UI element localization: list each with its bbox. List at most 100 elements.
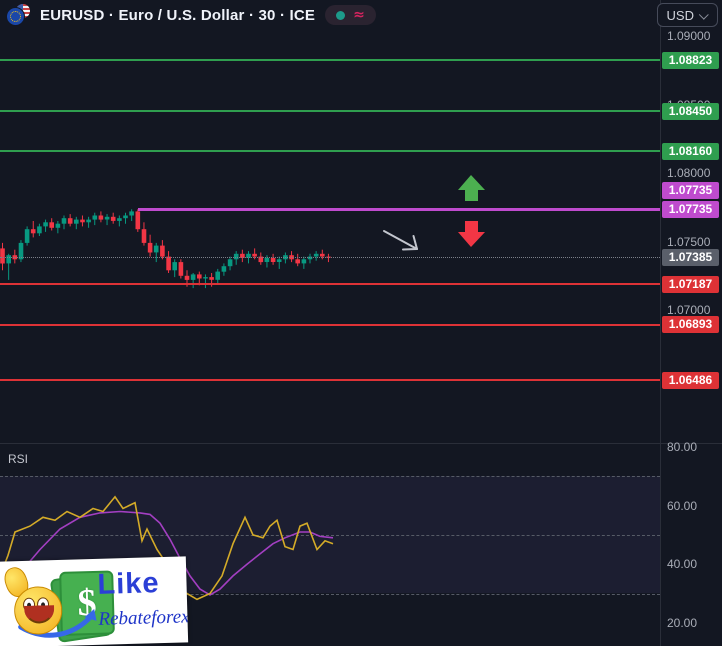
candle-body (147, 242, 153, 253)
rsi-guide-30 (0, 594, 660, 595)
currency-selector-label: USD (666, 7, 694, 23)
price-level-line-1.0845[interactable] (0, 110, 660, 113)
price-level-line-1.0816[interactable] (0, 150, 660, 153)
candle-body (283, 255, 288, 260)
candle-body (227, 259, 233, 267)
eurusd-flags-icon (6, 4, 32, 26)
candle-body (209, 277, 214, 280)
candle-body (55, 223, 61, 228)
rsi-indicator-label[interactable]: RSI (8, 452, 29, 466)
candle-body (326, 256, 331, 258)
candle-body (221, 266, 227, 272)
market-status-pill[interactable]: ≈ (325, 5, 376, 25)
candle-body (320, 253, 325, 257)
price-axis-tick: 1.07000 (667, 303, 711, 317)
candle-body (0, 248, 5, 264)
price-badge-1.07385: 1.07385 (662, 249, 719, 266)
rsi-axis-tick: 60.00 (667, 499, 698, 513)
candle-body (86, 219, 91, 223)
candle-body (276, 259, 282, 262)
watermark-title: Like (97, 567, 160, 601)
rebateforex-watermark: $ Like Rebateforex (0, 556, 189, 646)
candle-body (104, 216, 110, 220)
price-badge-1.07735: 1.07735 (662, 201, 719, 218)
candle-body (49, 222, 54, 228)
candle-body (289, 255, 294, 260)
candle-body (92, 215, 98, 220)
price-level-line-1.06893[interactable] (0, 323, 660, 326)
currency-selector-button[interactable]: USD (656, 3, 718, 27)
drawings-layer (383, 175, 485, 251)
price-badge-1.06893: 1.06893 (662, 316, 719, 333)
hand-drawn-arrow[interactable] (383, 230, 418, 251)
candle-body (252, 253, 257, 257)
candle-body (6, 255, 11, 264)
chevron-down-icon (698, 9, 709, 20)
candle-body (61, 218, 67, 224)
candle-body (313, 253, 319, 257)
pane-divider[interactable] (0, 443, 722, 444)
price-badge-1.06486: 1.06486 (662, 372, 719, 389)
candlestick-chart[interactable] (0, 0, 660, 443)
candle-body (80, 219, 85, 223)
price-level-line-1.07187[interactable] (0, 283, 660, 286)
market-open-dot-icon (336, 10, 346, 20)
candle-body (240, 253, 245, 258)
rsi-axis-tick: 20.00 (667, 616, 698, 630)
price-badge-1.08450: 1.08450 (662, 103, 719, 120)
price-level-line-1.06486[interactable] (0, 379, 660, 382)
candle-body (67, 218, 73, 224)
candle-body (203, 277, 208, 279)
watermark-text: Like Rebateforex (97, 566, 189, 630)
candle-body (24, 229, 30, 243)
price-axis-tick: 1.09000 (667, 29, 711, 43)
up-arrow-marker[interactable] (458, 175, 485, 201)
candle-body (172, 262, 177, 271)
candle-body (233, 253, 239, 260)
price-axis-tick: 1.07500 (667, 235, 711, 249)
candle-body (74, 219, 79, 224)
candle-body (184, 275, 190, 280)
smiley-mouth (24, 605, 55, 624)
candle-body (190, 274, 196, 280)
price-axis-border (660, 0, 661, 646)
current-price-line (0, 257, 660, 259)
candle-body (258, 256, 264, 263)
price-level-line-1.07735[interactable] (138, 207, 660, 211)
price-badge-1.07187: 1.07187 (662, 276, 719, 293)
candle-body (129, 211, 134, 216)
candle-body (166, 256, 171, 271)
delayed-data-icon: ≈ (353, 7, 365, 23)
candle-body (98, 215, 104, 220)
candle-body (30, 229, 36, 234)
rsi-axis-tick: 80.00 (667, 440, 698, 454)
candle-body (12, 255, 18, 260)
symbol-title[interactable]: EURUSD · Euro / U.S. Dollar · 30 · ICE (40, 6, 316, 24)
price-axis-tick: 1.08000 (667, 166, 711, 180)
rsi-guide-50 (0, 535, 660, 536)
price-badge-1.08823: 1.08823 (662, 52, 719, 69)
candle-body (117, 218, 122, 221)
rsi-axis-tick: 40.00 (667, 557, 698, 571)
price-badge-1.08160: 1.08160 (662, 143, 719, 160)
candle-body (110, 216, 116, 221)
candle-body (270, 257, 276, 262)
candle-body (135, 211, 141, 230)
candle-body (141, 229, 147, 243)
candle-body (264, 257, 270, 262)
down-arrow-marker[interactable] (458, 221, 485, 247)
candle-body (301, 259, 307, 264)
candle-body (295, 259, 300, 264)
price-level-line-1.08823[interactable] (0, 59, 660, 62)
candle-body (246, 253, 251, 258)
price-badge-1.07735: 1.07735 (662, 182, 719, 199)
eu-flag-icon (6, 7, 25, 26)
chart-legend: EURUSD · Euro / U.S. Dollar · 30 · ICE ≈ (6, 4, 376, 26)
candle-body (160, 245, 165, 257)
candle-body (18, 242, 24, 260)
candle-body (43, 222, 48, 227)
candle-body (197, 274, 202, 279)
candle-body (215, 271, 220, 280)
watermark-subtitle: Rebateforex (98, 606, 189, 630)
